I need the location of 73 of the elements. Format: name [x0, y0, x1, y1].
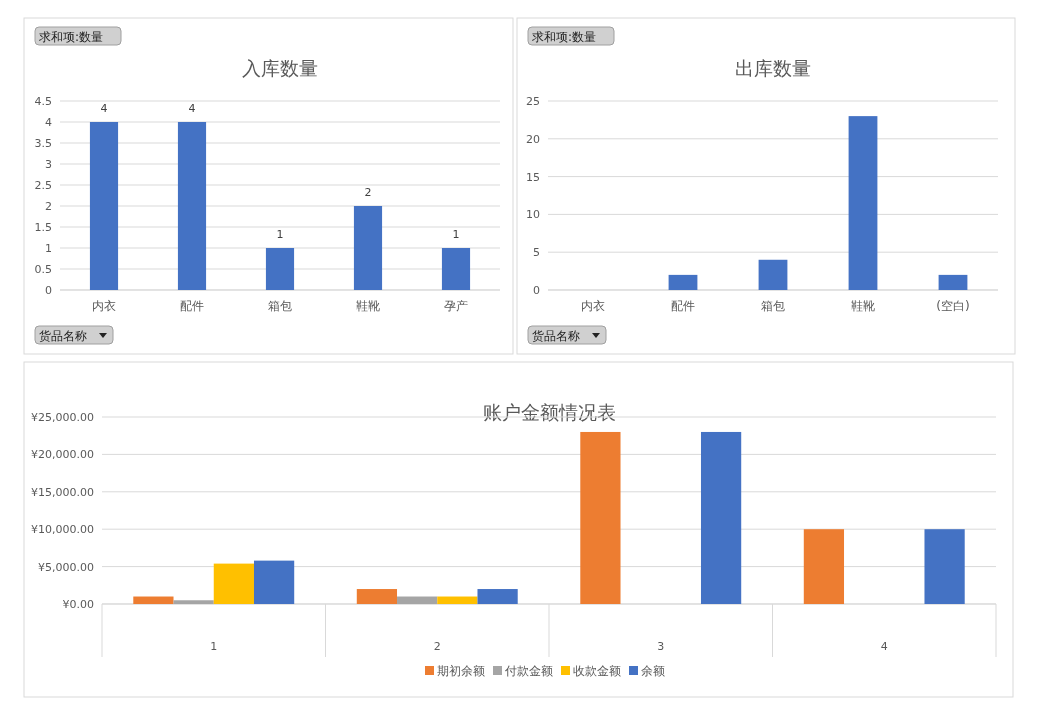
y-tick-label: 0	[533, 284, 540, 297]
y-tick-label: ¥25,000.00	[31, 411, 94, 424]
x-tick-label: 内衣	[92, 299, 116, 313]
y-tick-label: 25	[526, 95, 540, 108]
bar	[924, 529, 965, 604]
y-tick-label: 20	[526, 132, 540, 146]
y-tick-label: 1.5	[34, 221, 52, 234]
data-label: 1	[276, 228, 284, 241]
y-tick-label: 3	[45, 158, 52, 171]
text: 求和项:数量	[39, 30, 104, 44]
bar	[580, 431, 621, 604]
y-tick-label: 4	[45, 116, 52, 129]
x-tick-label: 箱包	[268, 299, 292, 313]
x-tick-label: 配件	[180, 299, 204, 313]
x-tick-label: 箱包	[761, 299, 785, 313]
bar	[758, 259, 788, 290]
bar	[213, 563, 254, 604]
bar	[133, 596, 174, 604]
y-tick-label: ¥15,000.00	[31, 485, 94, 499]
y-tick-label: 15	[526, 170, 540, 184]
x-tick-label: 鞋靴	[356, 299, 380, 313]
x-tick-label: 配件	[671, 299, 695, 313]
x-tick-label: 4	[880, 640, 888, 653]
legend-label: 付款金额	[504, 664, 553, 678]
y-tick-label: ¥20,000.00	[31, 448, 94, 462]
bar	[265, 248, 295, 290]
bar	[700, 431, 742, 604]
bar	[803, 529, 845, 604]
legend-label: 余额	[641, 664, 665, 678]
x-tick-label: 2	[433, 640, 441, 653]
data-label: 4	[100, 102, 108, 115]
bar	[356, 589, 398, 604]
chart-title: 入库数量	[242, 57, 318, 79]
bar	[437, 596, 478, 604]
bar	[253, 560, 295, 604]
bar	[938, 274, 968, 290]
bar	[441, 248, 471, 290]
y-tick-label: ¥0.00	[62, 598, 94, 611]
text: 货品名称	[39, 329, 87, 343]
x-tick-label: 1	[210, 640, 218, 653]
y-tick-label: 2	[45, 200, 52, 213]
y-tick-label: 3.5	[34, 137, 52, 150]
data-label: 1	[452, 228, 460, 241]
text: 货品名称	[532, 329, 580, 343]
y-tick-label: 4.5	[34, 95, 52, 108]
bar	[173, 600, 214, 604]
x-tick-label: 3	[657, 640, 665, 653]
y-tick-label: 5	[533, 246, 540, 260]
bar	[397, 596, 438, 604]
legend-label: 收款金额	[573, 664, 621, 678]
x-tick-label: (空白)	[936, 299, 970, 313]
y-tick-label: ¥5,000.00	[38, 560, 94, 574]
bar	[848, 116, 878, 290]
y-tick-label: 0	[45, 284, 52, 297]
x-tick-label: 孕产	[444, 299, 468, 313]
x-tick-label: 鞋靴	[851, 299, 875, 313]
y-tick-label: 10	[526, 208, 540, 222]
data-label: 2	[364, 186, 372, 199]
legend-label: 期初余额	[437, 664, 485, 678]
y-tick-label: 0.5	[34, 263, 52, 276]
bar	[89, 122, 119, 290]
x-tick-label: 内衣	[581, 299, 605, 313]
bar	[353, 206, 383, 290]
y-tick-label: 2.5	[34, 179, 52, 192]
text: 求和项:数量	[532, 30, 597, 44]
bar	[477, 589, 518, 604]
y-tick-label: ¥10,000.00	[31, 523, 94, 537]
bar	[668, 274, 698, 290]
chart-title: 账户金额情况表	[482, 401, 616, 423]
chart-title: 出库数量	[735, 57, 811, 79]
data-label: 4	[188, 102, 196, 115]
y-tick-label: 1	[45, 242, 52, 255]
bar	[177, 122, 207, 290]
